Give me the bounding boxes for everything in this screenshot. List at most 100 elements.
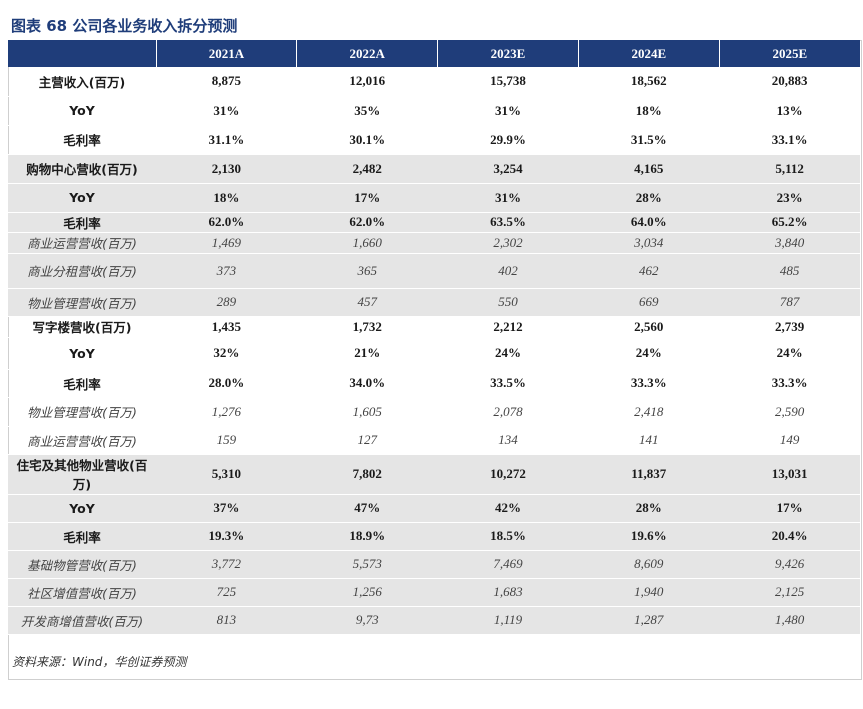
value-cell: 37% (156, 494, 297, 523)
table-title: 图表 68 公司各业务收入拆分预测 (11, 17, 238, 35)
value-cell: 402 (437, 253, 579, 289)
value-cell: 2,078 (437, 397, 579, 427)
value-cell: 5,112 (719, 154, 860, 184)
table-row: YoY 18% 17% 31% 28% 23% (8, 183, 860, 213)
value-cell: 462 (578, 253, 720, 289)
value-cell: 1,287 (578, 606, 720, 635)
value-cell: 1,940 (578, 578, 720, 607)
header-corner (8, 40, 156, 67)
row-label: 物业管理营收(百万) (8, 288, 156, 317)
value-cell: 24% (719, 337, 860, 370)
row-label: YoY (8, 337, 156, 370)
value-cell: 1,276 (156, 397, 297, 427)
value-cell: 29.9% (437, 125, 579, 155)
value-cell: 35% (296, 96, 438, 126)
row-label: 社区增值营收(百万) (8, 578, 156, 607)
value-cell: 2,560 (578, 316, 720, 338)
table-row: 开发商增值营收(百万) 813 9,73 1,119 1,287 1,480 (8, 606, 860, 635)
value-cell: 134 (437, 426, 579, 455)
table-row: 购物中心营收(百万) 2,130 2,482 3,254 4,165 5,112 (8, 154, 860, 184)
value-cell: 1,469 (156, 232, 297, 254)
column-header: 2022A (296, 40, 438, 67)
row-label: YoY (8, 183, 156, 213)
column-header: 2021A (155, 40, 297, 67)
row-label: 开发商增值营收(百万) (8, 606, 156, 635)
table-row: YoY 37% 47% 42% 28% 17% (8, 494, 860, 523)
row-label: 商业分租营收(百万) (8, 253, 156, 289)
value-cell: 20.4% (719, 522, 860, 551)
value-cell: 149 (719, 426, 860, 455)
value-cell: 669 (578, 288, 720, 317)
value-cell: 62.0% (156, 212, 297, 233)
table-row: YoY 31% 35% 31% 18% 13% (8, 96, 860, 126)
row-label: 物业管理营收(百万) (8, 397, 156, 427)
value-cell: 42% (437, 494, 579, 523)
value-cell: 1,605 (296, 397, 438, 427)
value-cell: 33.5% (437, 369, 579, 398)
value-cell: 1,480 (719, 606, 860, 635)
value-cell: 30.1% (296, 125, 438, 155)
column-header: 2024E (577, 40, 720, 67)
value-cell: 12,016 (296, 67, 438, 97)
table-row: 住宅及其他物业营收(百万) 5,310 7,802 10,272 11,837 13,03… (8, 454, 860, 495)
row-label: 毛利率 (8, 125, 156, 155)
value-cell: 1,683 (437, 578, 579, 607)
table-row: 毛利率 19.3% 18.9% 18.5% 19.6% 20.4% (8, 522, 860, 551)
row-label: 住宅及其他物业营收(百万) (8, 454, 156, 495)
value-cell: 10,272 (437, 454, 579, 495)
value-cell: 5,573 (296, 550, 438, 579)
row-label: 写字楼营收(百万) (8, 316, 156, 338)
table-row: 基础物管营收(百万) 3,772 5,573 7,469 8,609 9,426 (8, 550, 860, 579)
value-cell: 457 (296, 288, 438, 317)
value-cell: 24% (437, 337, 579, 370)
value-cell: 485 (719, 253, 860, 289)
value-cell: 11,837 (578, 454, 720, 495)
value-cell: 725 (156, 578, 297, 607)
value-cell: 550 (437, 288, 579, 317)
value-cell: 2,302 (437, 232, 579, 254)
value-cell: 141 (578, 426, 720, 455)
value-cell: 62.0% (296, 212, 438, 233)
value-cell: 28% (578, 183, 720, 213)
value-cell: 1,660 (296, 232, 438, 254)
row-label: 商业运营营收(百万) (8, 232, 156, 254)
value-cell: 18,562 (578, 67, 720, 97)
value-cell: 20,883 (719, 67, 860, 97)
value-cell: 159 (156, 426, 297, 455)
value-cell: 3,772 (156, 550, 297, 579)
value-cell: 18.9% (296, 522, 438, 551)
value-cell: 3,254 (437, 154, 579, 184)
value-cell: 13% (719, 96, 860, 126)
table-row: 写字楼营收(百万) 1,435 1,732 2,212 2,560 2,739 (8, 316, 860, 338)
value-cell: 8,875 (156, 67, 297, 97)
table-row: YoY 32% 21% 24% 24% 24% (8, 337, 860, 370)
value-cell: 47% (296, 494, 438, 523)
table-row: 毛利率 28.0% 34.0% 33.5% 33.3% 33.3% (8, 369, 860, 398)
value-cell: 31% (437, 96, 579, 126)
value-cell: 289 (156, 288, 297, 317)
value-cell: 1,256 (296, 578, 438, 607)
value-cell: 19.3% (156, 522, 297, 551)
value-cell: 64.0% (578, 212, 720, 233)
value-cell: 4,165 (578, 154, 720, 184)
value-cell: 373 (156, 253, 297, 289)
value-cell: 33.3% (578, 369, 720, 398)
value-cell: 31.1% (156, 125, 297, 155)
value-cell: 65.2% (719, 212, 860, 233)
value-cell: 33.1% (719, 125, 860, 155)
value-cell: 3,840 (719, 232, 860, 254)
value-cell: 7,802 (296, 454, 438, 495)
value-cell: 19.6% (578, 522, 720, 551)
value-cell: 7,469 (437, 550, 579, 579)
value-cell: 28.0% (156, 369, 297, 398)
table-row: 社区增值营收(百万) 725 1,256 1,683 1,940 2,125 (8, 578, 860, 607)
revenue-forecast-table: 2021A 2022A 2023E 2024E 2025E 主营收入(百万) 8,… (8, 40, 860, 635)
value-cell: 127 (296, 426, 438, 455)
value-cell: 787 (719, 288, 860, 317)
value-cell: 34.0% (296, 369, 438, 398)
value-cell: 3,034 (578, 232, 720, 254)
value-cell: 365 (296, 253, 438, 289)
value-cell: 5,310 (156, 454, 297, 495)
value-cell: 2,590 (719, 397, 860, 427)
value-cell: 2,418 (578, 397, 720, 427)
